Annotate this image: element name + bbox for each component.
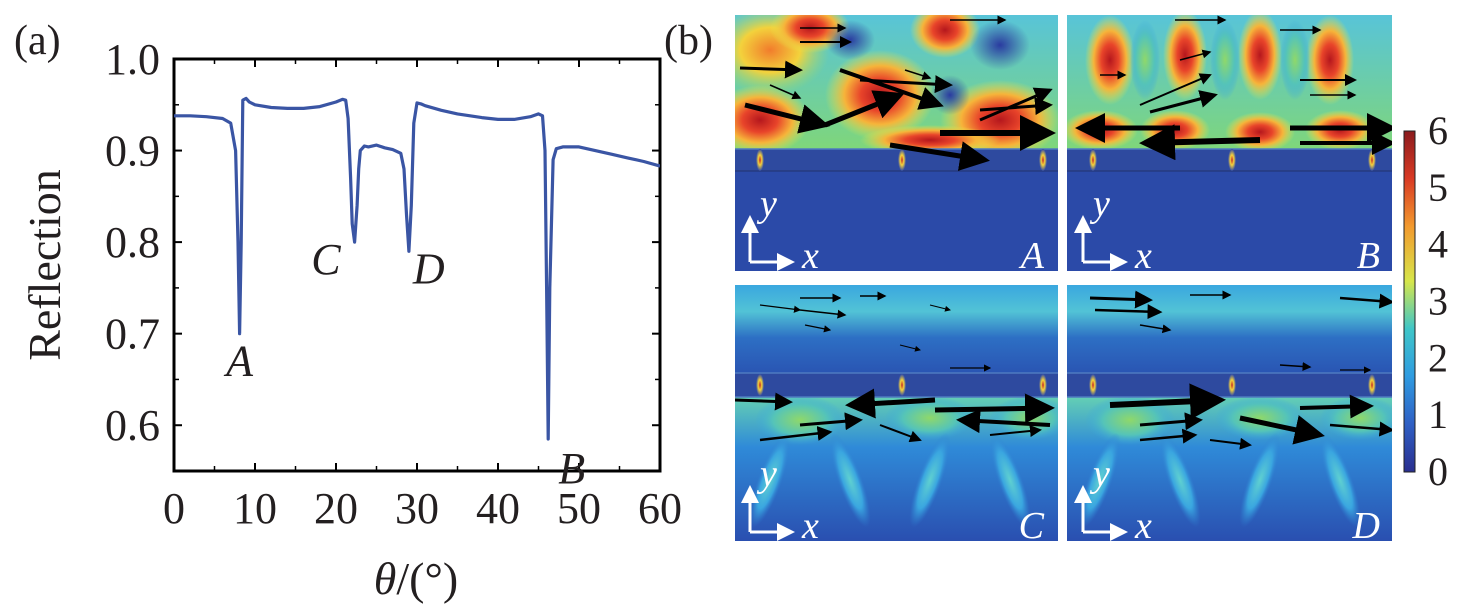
line-chart: 0.6 0.7 0.8 0.9 1.0 0 10 20 30 40 50 60 A C D B Refle… xyxy=(19,35,682,604)
colorbar-tick-label: 6 xyxy=(1428,108,1448,153)
field-panel-C-x: x xyxy=(801,505,819,547)
field-panel-A-label: A xyxy=(1018,235,1045,277)
x-tick-label: 30 xyxy=(395,484,439,533)
panel-b-label: (b) xyxy=(664,18,713,64)
annotation-C: C xyxy=(311,235,341,284)
x-axis-label: θ/(°) xyxy=(374,553,458,604)
annotation-A: A xyxy=(223,337,254,386)
field-panel-A-x: x xyxy=(801,235,819,277)
colorbar-tick-label: 2 xyxy=(1428,335,1448,380)
x-axis-var: θ xyxy=(374,553,397,604)
field-panel-D: y x D xyxy=(1067,285,1392,547)
field-panel-B-label: B xyxy=(1357,235,1380,277)
colorbar-gradient xyxy=(1403,130,1416,473)
field-panel-C-y: y xyxy=(756,453,777,495)
y-tick-label: 0.7 xyxy=(105,310,160,359)
y-tick-label: 0.9 xyxy=(105,127,160,176)
x-tick-label: 40 xyxy=(476,484,520,533)
annotation-B: B xyxy=(558,444,585,493)
dip-annotations: A C D B xyxy=(223,235,585,493)
y-axis-label: Reflection xyxy=(19,169,70,361)
y-tick-label: 0.6 xyxy=(105,401,160,450)
y-tick-label: 0.8 xyxy=(105,218,160,267)
colorbar-tick-label: 3 xyxy=(1428,279,1448,324)
field-panel-C: y x C xyxy=(735,285,1058,547)
y-tick-label: 1.0 xyxy=(105,35,160,84)
x-axis-unit: /(°) xyxy=(396,553,458,604)
reflection-series-line xyxy=(174,96,660,441)
colorbar-tick-label: 1 xyxy=(1428,392,1448,437)
x-tick-label: 0 xyxy=(163,484,185,533)
field-panel-A: y x A xyxy=(735,15,1058,277)
x-ticks: 0 10 20 30 40 50 60 xyxy=(163,59,682,533)
field-panel-D-y: y xyxy=(1089,453,1110,495)
x-tick-label: 20 xyxy=(314,484,358,533)
field-panel-C-label: C xyxy=(1019,505,1045,547)
x-tick-label: 60 xyxy=(638,484,682,533)
field-panel-B: y x B xyxy=(1067,15,1392,277)
x-tick-label: 10 xyxy=(233,484,277,533)
x-tick-label: 50 xyxy=(557,484,601,533)
colorbar-tick-label: 4 xyxy=(1428,222,1448,267)
colorbar-tick-label: 0 xyxy=(1428,449,1448,494)
colorbar: 0 1 2 3 4 5 6 xyxy=(1403,108,1448,494)
field-panel-B-x: x xyxy=(1134,235,1152,277)
panel-a-label: (a) xyxy=(14,18,61,64)
field-panel-D-label: D xyxy=(1352,505,1380,547)
field-panel-B-y: y xyxy=(1089,183,1110,225)
field-panel-D-x: x xyxy=(1134,505,1152,547)
colorbar-ticks: 0 1 2 3 4 5 6 xyxy=(1428,108,1448,494)
annotation-D: D xyxy=(412,244,445,293)
field-panel-A-y: y xyxy=(756,183,777,225)
colorbar-tick-label: 5 xyxy=(1428,165,1448,210)
y-ticks: 0.6 0.7 0.8 0.9 1.0 xyxy=(105,35,660,450)
